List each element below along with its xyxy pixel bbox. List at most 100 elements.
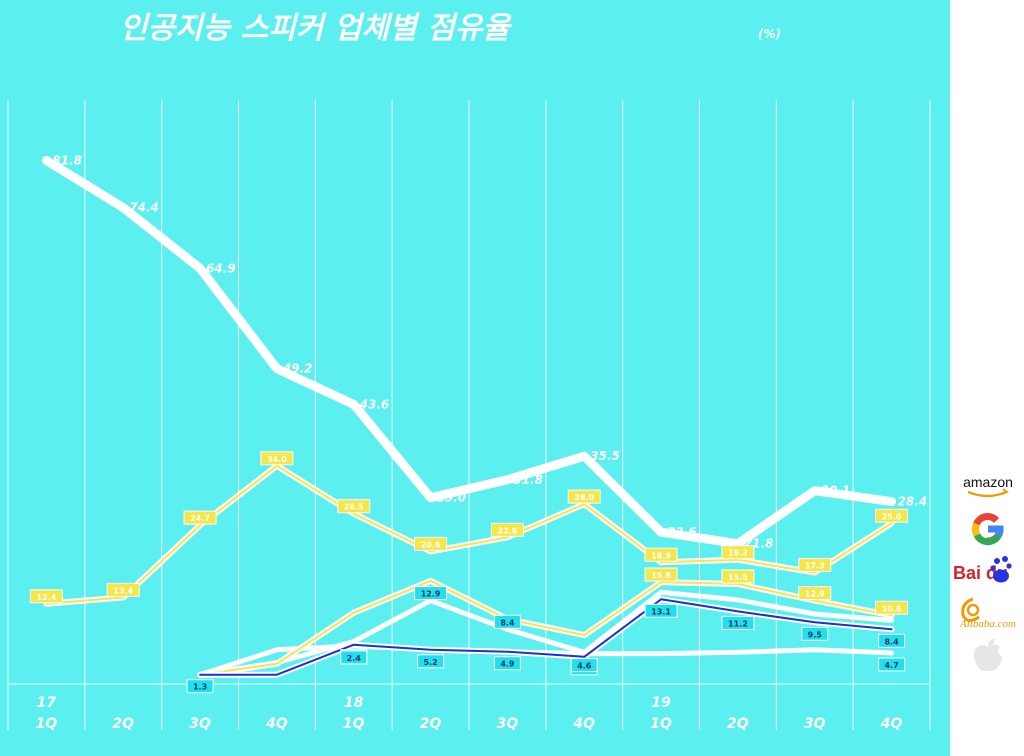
data-label-box-s3-10 <box>798 586 832 601</box>
series-5-line <box>197 589 895 678</box>
data-labels: 81.874.464.949.243.629.031.835.523.621.8… <box>29 153 928 694</box>
data-label-s0-4: 43.6 <box>359 397 390 411</box>
data-label-box-s2-5 <box>417 654 445 669</box>
data-label-box-s2-2 <box>186 679 214 694</box>
data-label-box-s1-11 <box>875 508 909 523</box>
alibaba-logo-icon: Alibaba.com <box>959 597 1016 630</box>
apple-icon <box>974 639 1002 672</box>
data-label-s2-10: 9.5 <box>808 630 823 639</box>
data-label-s0-6: 31.8 <box>513 473 543 487</box>
data-label-box-s2-9 <box>721 615 755 630</box>
data-label-s2-2: 1.3 <box>193 683 207 692</box>
data-label-s0-8: 23.6 <box>667 525 697 539</box>
x-tick-quarter-9: 2Q <box>727 716 749 732</box>
chart-title: 인공지능 스피커 업체별 점유율 <box>120 11 514 46</box>
data-label-box-s5-5 <box>414 586 448 601</box>
data-label-box-s2-6 <box>493 656 521 671</box>
series-1-line <box>45 464 893 605</box>
data-label-s1-1: 13.4 <box>113 586 133 595</box>
data-label-box-s1-5 <box>414 536 448 551</box>
data-label-s1-9: 19.3 <box>728 549 748 558</box>
chart-title-unit: (%) <box>758 27 781 41</box>
baidu-paw-icon: Bai du <box>953 556 1012 583</box>
data-label-s5-6: 8.4 <box>500 618 515 627</box>
series-lines <box>41 155 897 678</box>
data-label-s0-10: 30.1 <box>821 484 851 498</box>
data-label-s3-10: 12.9 <box>805 590 825 599</box>
data-label-s3-9: 15.5 <box>728 573 748 582</box>
data-label-s1-3: 34.0 <box>267 455 287 464</box>
apple-logo <box>952 636 1024 674</box>
data-label-s4-7: 4.6 <box>577 662 592 671</box>
data-label-s1-4: 26.5 <box>344 503 364 512</box>
data-label-s0-0: 81.8 <box>52 153 82 167</box>
data-label-box-s1-2 <box>183 510 217 525</box>
grid-lines <box>7 100 931 730</box>
data-label-box-s2-11 <box>878 633 906 648</box>
data-label-s1-6: 22.8 <box>498 526 518 535</box>
x-tick-year-8: 19 <box>651 695 671 711</box>
baidu-logo: Bai du <box>952 552 1024 590</box>
data-label-s0-7: 35.5 <box>590 449 620 463</box>
data-label-box-s1-1 <box>106 582 140 597</box>
series-0-line <box>41 155 897 549</box>
data-label-box-s1-0 <box>29 589 63 604</box>
x-tick-quarter-10: 3Q <box>804 716 826 732</box>
data-label-s1-2: 24.7 <box>190 514 210 523</box>
x-tick-quarter-7: 4Q <box>572 716 595 732</box>
alibaba-logo-text: Alibaba.com <box>959 618 1016 630</box>
data-label-s2-9: 11.2 <box>728 619 748 628</box>
data-label-box-s5-6 <box>493 614 521 629</box>
x-tick-quarter-0: 1Q <box>36 716 58 732</box>
alibaba-logo: Alibaba.com <box>952 594 1024 632</box>
data-label-s0-3: 49.2 <box>282 362 313 376</box>
data-label-box-s3-8 <box>644 567 678 582</box>
data-label-s2-6: 4.9 <box>500 660 515 669</box>
x-tick-year-4: 18 <box>344 695 364 711</box>
x-tick-quarter-6: 3Q <box>497 716 519 732</box>
x-axis: 1Q 17 2Q 3Q 4Q 1Q 18 2Q 3Q 4Q 1Q 19 2Q 3Q 4Q <box>36 695 903 732</box>
x-tick-quarter-8: 1Q <box>650 716 672 732</box>
data-label-box-s1-9 <box>721 545 755 560</box>
data-label-box-s4-4 <box>340 650 368 665</box>
data-label-box-s3-11 <box>875 600 909 615</box>
data-label-s1-7: 28.0 <box>574 493 594 502</box>
plot-background <box>0 0 950 756</box>
data-label-s1-11: 25.0 <box>882 512 902 521</box>
data-label-s2-11: 8.4 <box>884 637 899 646</box>
amazon-logo-icon: amazon <box>963 474 1013 498</box>
data-label-box-s1-3 <box>260 451 294 466</box>
data-label-box-s1-4 <box>337 499 371 514</box>
data-label-s5-5: 12.9 <box>421 590 441 599</box>
amazon-logo-text: amazon <box>963 474 1013 490</box>
data-label-s4-11: 4.7 <box>884 661 898 670</box>
data-label-s0-11: 28.4 <box>898 495 928 509</box>
x-tick-quarter-4: 1Q <box>343 716 365 732</box>
data-label-s1-10: 17.3 <box>805 561 825 570</box>
data-label-s1-8: 18.9 <box>651 551 671 560</box>
google-logo <box>952 510 1024 548</box>
data-label-box-s1-10 <box>798 557 832 572</box>
data-label-box-s2-8 <box>644 603 678 618</box>
x-tick-quarter-11: 4Q <box>880 716 903 732</box>
x-tick-year-0: 17 <box>37 695 57 711</box>
data-label-s1-5: 20.6 <box>421 540 441 549</box>
x-tick-quarter-1: 2Q <box>112 716 134 732</box>
data-label-box-s4-11 <box>878 657 906 672</box>
legend: amazon Bai du <box>952 468 1024 678</box>
google-g-icon <box>971 513 1004 546</box>
data-label-s0-1: 74.4 <box>129 201 159 215</box>
data-label-s2-8: 13.1 <box>651 607 671 616</box>
data-label-box-s2-10 <box>801 626 829 641</box>
data-label-s0-2: 64.9 <box>206 261 236 275</box>
data-label-box-s3-9 <box>721 569 755 584</box>
data-label-s0-5: 29.0 <box>437 491 467 505</box>
data-label-s4-4: 2.4 <box>347 654 362 663</box>
x-tick-quarter-5: 2Q <box>420 716 442 732</box>
data-label-s1-0: 12.4 <box>37 593 57 602</box>
data-label-box-s1-7 <box>567 489 601 504</box>
data-label-box-s1-8 <box>644 547 678 562</box>
amazon-logo: amazon <box>952 468 1024 506</box>
